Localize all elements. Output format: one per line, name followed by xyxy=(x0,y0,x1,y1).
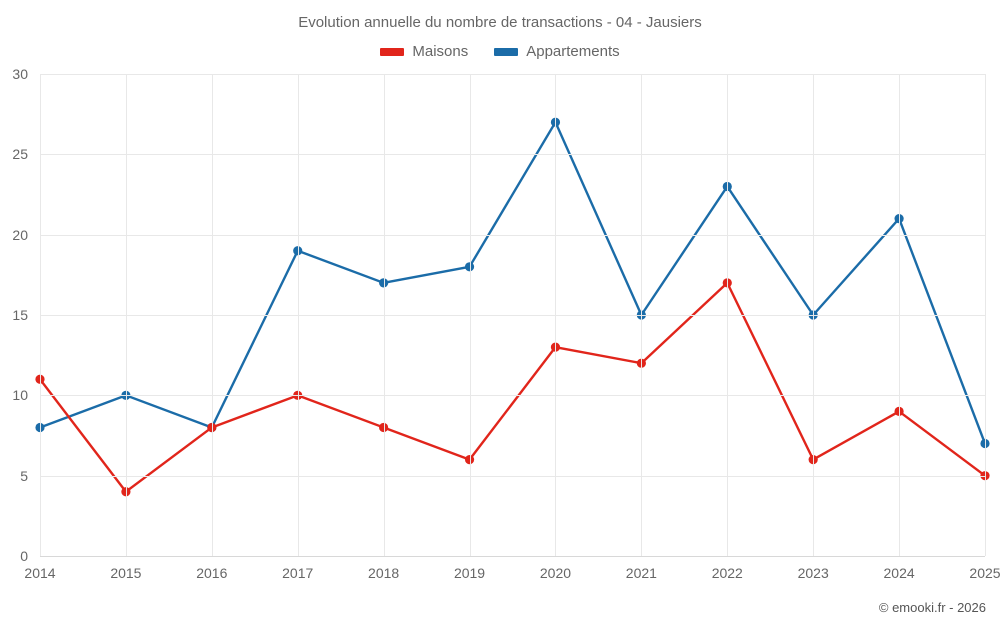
gridline-vertical xyxy=(126,74,127,556)
line-swatch-icon xyxy=(380,47,405,56)
y-axis-tick-label: 20 xyxy=(12,226,28,243)
x-axis-tick-label: 2017 xyxy=(282,565,314,581)
gridline-horizontal xyxy=(40,74,985,75)
gridline-vertical xyxy=(384,74,385,556)
x-axis-tick-label: 2024 xyxy=(883,565,915,581)
y-axis-tick-label: 5 xyxy=(20,467,28,484)
series-appartements xyxy=(35,117,990,449)
x-axis-tick-label: 2020 xyxy=(539,565,572,581)
x-axis-tick-label: 2014 xyxy=(24,565,56,581)
data-point-marker[interactable] xyxy=(207,422,217,433)
x-axis-tick-label: 2019 xyxy=(453,565,486,581)
gridline-horizontal xyxy=(40,154,985,155)
y-axis-tick-label: 10 xyxy=(12,387,28,404)
gridline-horizontal xyxy=(40,476,985,477)
gridline-horizontal xyxy=(40,395,985,396)
x-axis-tick-label: 2016 xyxy=(196,565,228,581)
x-axis-tick-label: 2022 xyxy=(711,565,743,581)
gridline-vertical xyxy=(813,74,814,556)
data-point-marker[interactable] xyxy=(379,278,389,288)
gridline-vertical xyxy=(298,74,299,556)
x-axis-tick-label: 2015 xyxy=(110,565,142,581)
y-axis-tick-label: 30 xyxy=(12,66,28,82)
data-point-marker[interactable] xyxy=(121,487,131,497)
series-maisons xyxy=(35,278,990,497)
x-axis-tick-label: 2021 xyxy=(625,565,657,581)
x-axis-tick-label: 2023 xyxy=(797,565,829,581)
legend-item-label: Maisons xyxy=(412,43,469,60)
y-axis-ticks: 0 5 10 15 20 25 30 xyxy=(0,66,28,564)
data-point-marker[interactable] xyxy=(464,455,475,465)
line-swatch-icon xyxy=(494,47,519,56)
data-point-marker[interactable] xyxy=(379,422,389,433)
gridline-vertical xyxy=(40,74,41,556)
x-axis-tick-label: 2025 xyxy=(969,565,1000,581)
gridline-vertical xyxy=(899,74,900,556)
y-axis-tick-label: 0 xyxy=(20,548,28,564)
legend-item-label: Appartements xyxy=(526,43,620,60)
gridline-vertical xyxy=(470,74,471,556)
gridline-horizontal xyxy=(40,315,985,316)
legend-item-appartements[interactable]: Appartements xyxy=(494,43,620,60)
legend-item-maisons[interactable]: Maisons xyxy=(380,43,468,60)
y-axis-tick-label: 15 xyxy=(12,307,28,323)
gridline-vertical xyxy=(727,74,728,556)
chart-title: Evolution annuelle du nombre de transact… xyxy=(298,14,702,31)
x-axis-tick-label: 2018 xyxy=(368,565,400,581)
gridline-vertical xyxy=(641,74,642,556)
gridline-horizontal xyxy=(40,235,985,236)
gridline-vertical xyxy=(555,74,556,556)
copyright-footer: © emooki.fr - 2026 xyxy=(878,600,986,615)
y-axis-tick-label: 25 xyxy=(12,146,28,163)
x-axis-line xyxy=(40,556,985,557)
plot-area xyxy=(35,74,990,557)
gridline-vertical xyxy=(212,74,213,556)
gridline-vertical xyxy=(985,74,986,556)
data-point-marker[interactable] xyxy=(464,262,475,272)
series-line xyxy=(38,121,987,445)
chart-legend: Maisons Appartements xyxy=(0,43,1000,60)
data-point-marker[interactable] xyxy=(293,246,303,256)
x-axis-ticks: 2014 2015 2016 2017 2018 2019 2020 2021 2022 2023… xyxy=(24,565,1000,589)
series-line xyxy=(38,281,987,493)
